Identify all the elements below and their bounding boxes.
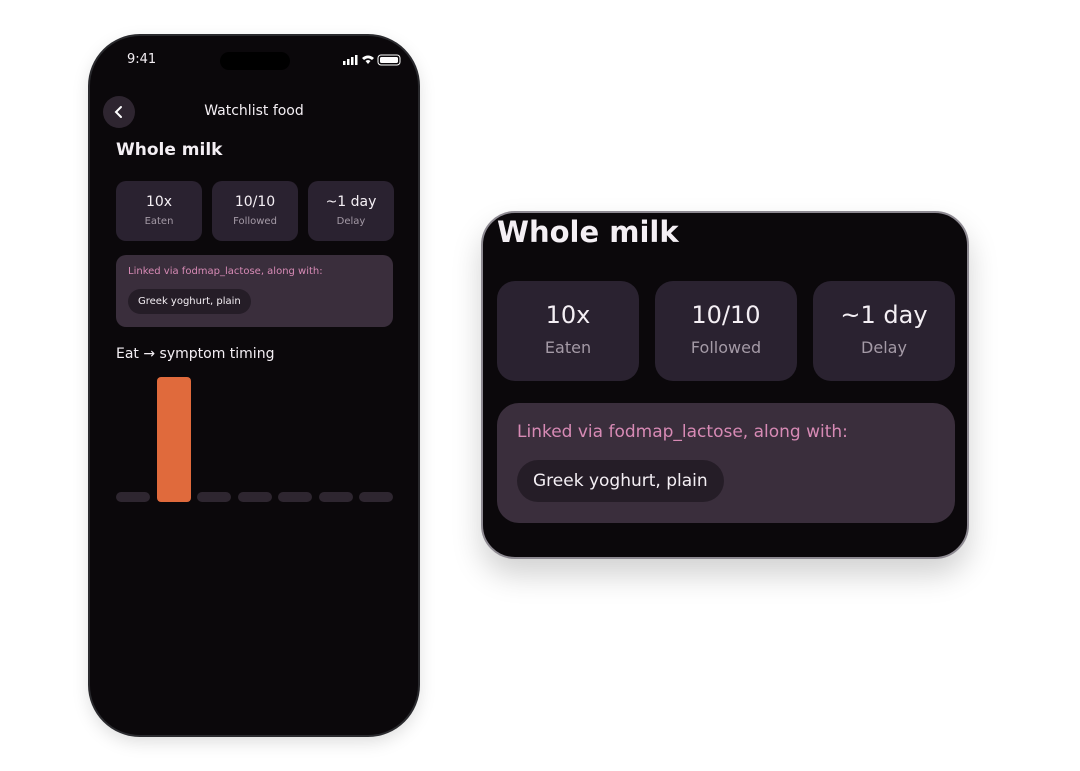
stat-value: 10x [545, 301, 591, 329]
bar [237, 492, 272, 502]
bar [156, 377, 191, 502]
bar [318, 492, 353, 502]
linked-box: Linked via fodmap_lactose, along with: G… [116, 255, 393, 327]
back-button[interactable] [103, 96, 135, 128]
status-icons [343, 54, 401, 66]
back-icon [114, 106, 122, 118]
dynamic-island [220, 52, 290, 70]
stat-card: 10x Eaten [497, 281, 639, 381]
stat-label: Eaten [144, 216, 174, 227]
stat-card: 10/10 Followed [212, 181, 298, 241]
stat-card: ~1 day Delay [308, 181, 394, 241]
stat-value: 10/10 [234, 194, 276, 210]
bar [197, 492, 231, 502]
bar [359, 492, 393, 502]
linked-text: Linked via fodmap_lactose, along with: [128, 266, 323, 277]
linked-chip[interactable]: Greek yoghurt, plain [517, 460, 724, 502]
bar [116, 492, 150, 502]
linked-text: Linked via fodmap_lactose, along with: [517, 422, 848, 442]
phone: 9:41 Watchlist food Whole milk 10x Eaten 1… [90, 36, 418, 735]
stat-label: Delay [861, 338, 907, 357]
stat-value: ~1 day [325, 194, 377, 210]
linked-chip[interactable]: Greek yoghurt, plain [128, 289, 251, 314]
chart-title: Eat → symptom timing [116, 346, 275, 362]
linked-box: Linked via fodmap_lactose, along with: G… [497, 403, 955, 523]
stat-value: 10/10 [691, 301, 761, 329]
stat-label: Delay [336, 216, 366, 227]
stat-value: 10x [145, 194, 173, 210]
header-title: Watchlist food [204, 103, 304, 119]
stat-card: 10/10 Followed [655, 281, 797, 381]
bar [278, 492, 312, 502]
food-name: Whole milk [497, 215, 679, 249]
stat-label: Followed [233, 216, 277, 227]
stat-card: ~1 day Delay [813, 281, 955, 381]
status-time: 9:41 [127, 52, 157, 67]
stat-label: Eaten [544, 338, 592, 357]
food-name: Whole milk [116, 140, 223, 160]
stat-value: ~1 day [840, 301, 928, 329]
stat-card: 10x Eaten [116, 181, 202, 241]
stat-label: Followed [690, 338, 762, 357]
zoom-card: Whole milk 10x Eaten 10/10 Followed ~1 day De… [481, 211, 969, 559]
